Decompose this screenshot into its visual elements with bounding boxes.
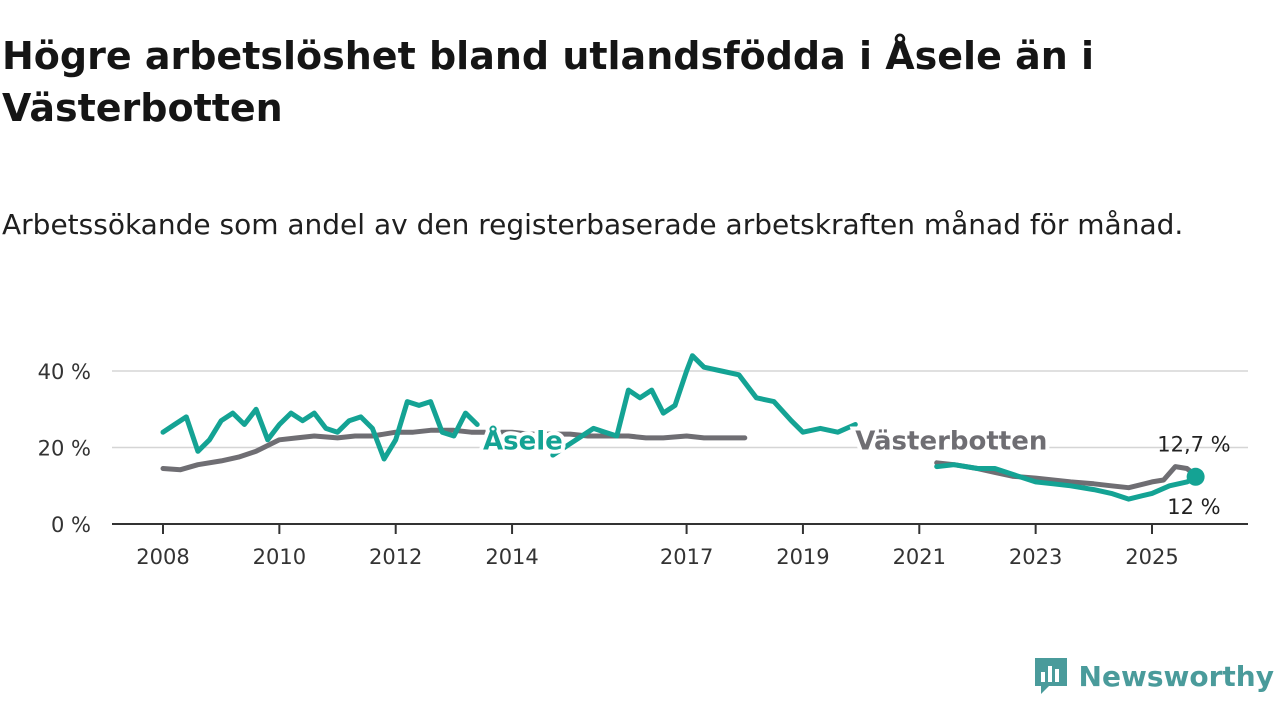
x-tick-label: 2010 — [253, 545, 306, 569]
series-line-asele-seg0 — [160, 399, 480, 462]
grid-lines — [112, 370, 1248, 449]
brand: Newsworthy — [1033, 656, 1274, 696]
chart-subtitle: Arbetssökande som andel av den registerb… — [2, 208, 1184, 241]
series-label: Västerbotten — [855, 426, 1047, 456]
y-tick-label: 0 % — [51, 513, 91, 537]
x-tick-label: 2021 — [893, 545, 946, 569]
y-tick-label: 20 % — [38, 437, 91, 461]
x-tick-label: 2023 — [1009, 545, 1062, 569]
newsworthy-logo-icon — [1034, 658, 1067, 694]
x-tick-label: 2017 — [660, 545, 713, 569]
series-label: Åsele — [483, 424, 563, 456]
series-line-asele-seg1 — [550, 353, 858, 458]
x-tick-label: 2012 — [369, 545, 422, 569]
axes: 0 % 20 % 40 % 2008 2010 2012 2014 2017 2019 2021 2… — [38, 360, 1248, 569]
end-label-asele: 12 % — [1167, 495, 1220, 519]
series-lines — [160, 353, 1199, 502]
end-point-marker — [1186, 467, 1205, 486]
x-tick-label: 2019 — [776, 545, 829, 569]
series-line-vasterbotten-seg0 — [160, 427, 748, 473]
x-tick-label: 2014 — [485, 545, 538, 569]
x-tick-label: 2008 — [136, 545, 189, 569]
series-label-halo: Åsele — [483, 424, 563, 456]
brand-name: Newsworthy — [1078, 659, 1274, 693]
y-tick-label: 40 % — [38, 360, 91, 384]
line-chart: 0 % 20 % 40 % 2008 2010 2012 2014 2017 2019 2021 2… — [38, 353, 1248, 569]
chart-title: Högre arbetslöshet bland utlandsfödda i … — [2, 34, 1095, 130]
series-line-asele-seg2 — [934, 462, 1199, 502]
series-label-halo: Västerbotten — [855, 426, 1047, 456]
end-label-vasterbotten: 12,7 % — [1157, 432, 1230, 456]
x-tick-label: 2025 — [1125, 545, 1178, 569]
